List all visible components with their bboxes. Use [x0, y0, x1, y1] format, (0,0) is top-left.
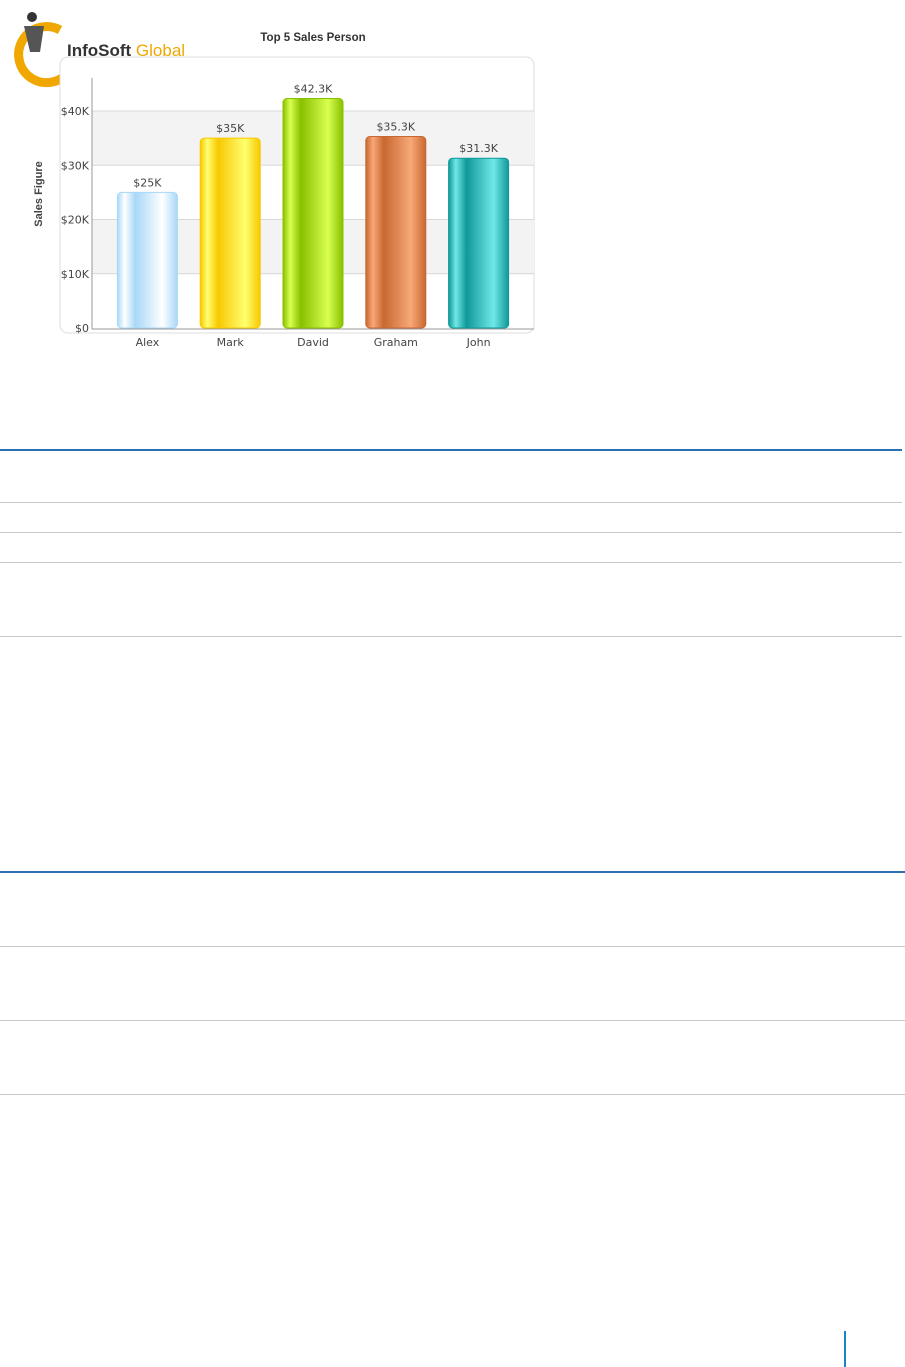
data-label: $35K: [216, 122, 245, 135]
page-marker: [844, 1331, 846, 1367]
table1-row-divider: [0, 502, 902, 503]
y-axis-label: Sales Figure: [33, 161, 45, 226]
bar-graham: [365, 135, 427, 329]
svg-text:InfoSoft Global: InfoSoft Global: [67, 41, 185, 60]
bar-alex: [116, 191, 178, 329]
table1-row-divider: [0, 532, 902, 533]
data-label: $35.3K: [376, 120, 415, 133]
bar-mark: [199, 137, 261, 329]
y-tick-label: $40K: [61, 105, 90, 118]
data-label: $42.3K: [294, 83, 333, 96]
table1-top-rule: [0, 449, 902, 451]
table1-row-divider: [0, 562, 902, 563]
y-tick-label: $20K: [61, 214, 90, 227]
bar-david: [282, 98, 344, 329]
bar-john: [448, 157, 510, 329]
chart-title: Top 5 Sales Person: [260, 32, 365, 44]
y-tick-label: $10K: [61, 268, 90, 281]
x-tick-label: John: [466, 336, 491, 349]
x-tick-label: Alex: [136, 336, 160, 349]
table1-row-divider: [0, 636, 902, 637]
y-tick-label: $30K: [61, 159, 90, 172]
sales-chart: InfoSoft Global empowering human thought…: [14, 12, 535, 349]
x-tick-label: Graham: [374, 336, 418, 349]
table2-top-rule: [0, 871, 905, 873]
table2-row-divider: [0, 1020, 905, 1021]
table2-row-divider: [0, 1094, 905, 1095]
y-tick-label: $0: [75, 322, 89, 335]
x-tick-label: David: [297, 336, 329, 349]
x-tick-label: Mark: [217, 336, 245, 349]
table2-row-divider: [0, 946, 905, 947]
data-label: $25K: [133, 176, 162, 189]
data-label: $31.3K: [459, 142, 498, 155]
